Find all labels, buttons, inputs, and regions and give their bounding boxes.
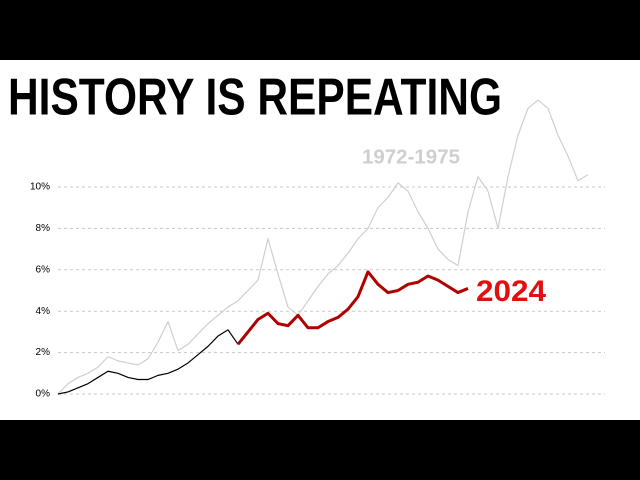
y-tick-label: 0%	[36, 389, 51, 400]
y-tick-label: 2%	[36, 347, 51, 358]
top-bar	[0, 0, 640, 60]
y-tick-label: 8%	[36, 223, 51, 234]
line-series	[236, 270, 469, 346]
chart-title: HISTORY IS REPEATING	[8, 69, 502, 127]
line-series	[57, 329, 239, 395]
y-tick-label: 4%	[36, 306, 51, 317]
series-label: 1972-1975	[362, 146, 460, 168]
y-tick-label: 10%	[30, 182, 50, 193]
bottom-bar	[0, 420, 640, 480]
y-tick-label: 6%	[36, 264, 51, 275]
chart-background	[0, 60, 640, 420]
series-label: 2024	[476, 275, 546, 308]
line-series	[57, 99, 589, 395]
